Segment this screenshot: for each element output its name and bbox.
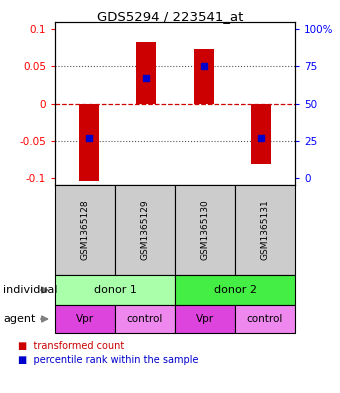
Text: GDS5294 / 223541_at: GDS5294 / 223541_at — [97, 10, 243, 23]
Text: donor 2: donor 2 — [214, 285, 256, 295]
Bar — [193, 50, 214, 103]
Text: agent: agent — [3, 314, 36, 324]
Text: ■  percentile rank within the sample: ■ percentile rank within the sample — [18, 355, 199, 365]
Text: control: control — [127, 314, 163, 324]
Text: Vpr: Vpr — [196, 314, 214, 324]
Text: GSM1365128: GSM1365128 — [81, 200, 89, 260]
Text: GSM1365131: GSM1365131 — [260, 200, 270, 261]
Text: Vpr: Vpr — [76, 314, 94, 324]
Text: donor 1: donor 1 — [94, 285, 136, 295]
Bar — [136, 42, 156, 103]
Text: ■  transformed count: ■ transformed count — [18, 341, 124, 351]
Bar — [251, 103, 271, 164]
Text: GSM1365130: GSM1365130 — [201, 200, 209, 261]
Bar — [79, 103, 99, 181]
Text: control: control — [247, 314, 283, 324]
Text: GSM1365129: GSM1365129 — [140, 200, 150, 260]
Text: individual: individual — [3, 285, 58, 295]
